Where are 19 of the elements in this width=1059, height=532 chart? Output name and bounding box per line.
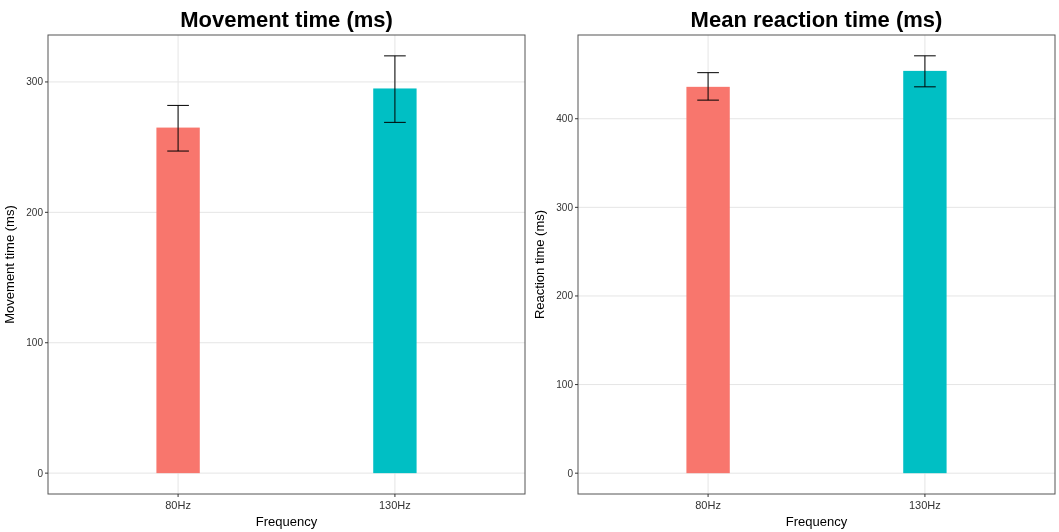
y-tick-label: 300 [26, 76, 44, 88]
x-axis-title: Frequency [785, 514, 848, 529]
chart-title: Mean reaction time (ms) [690, 7, 943, 32]
y-axis-title: Movement time (ms) [2, 205, 17, 324]
x-tick-label: 130Hz [379, 499, 411, 511]
y-tick-label: 300 [556, 201, 574, 213]
y-tick-label: 200 [556, 290, 574, 302]
x-tick-label: 80Hz [165, 499, 191, 511]
y-tick-label: 200 [26, 206, 44, 218]
x-axis-title: Frequency [255, 514, 318, 529]
y-tick-label: 0 [37, 467, 44, 479]
y-tick-label: 100 [26, 337, 44, 349]
x-tick-label: 130Hz [909, 499, 941, 511]
chart-title: Movement time (ms) [180, 7, 393, 32]
y-axis-title: Reaction time (ms) [532, 209, 547, 320]
y-tick-label: 0 [567, 467, 574, 479]
x-tick-label: 80Hz [695, 499, 721, 511]
y-tick-label: 100 [556, 379, 574, 391]
y-tick-label: 400 [556, 113, 574, 125]
